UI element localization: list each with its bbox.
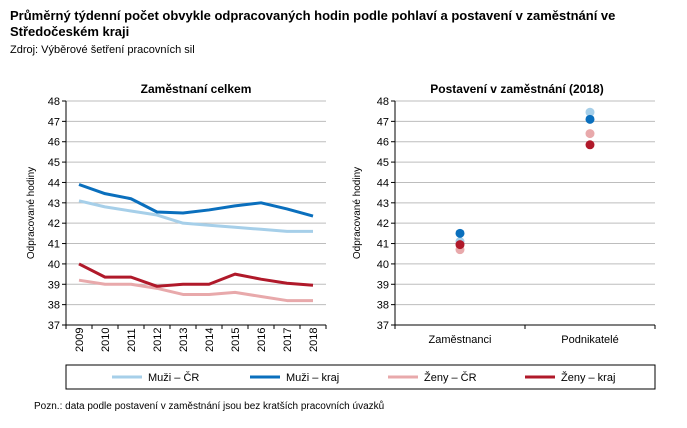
y-tick-label: 39 [48,279,60,291]
y-tick-label: 45 [377,157,389,169]
y-tick-label: 42 [48,218,60,230]
y-tick-label: 40 [377,259,389,271]
scatter-point-Muži – kraj [455,228,465,238]
x-tick-label: 2015 [230,328,242,352]
legend-label: Muži – ČR [148,371,199,384]
y-tick-label: 47 [377,116,389,128]
right-chart-title: Postavení v zaměstnání (2018) [430,82,603,96]
scatter-point-Ženy – kraj [585,140,595,150]
y-tick-label: 37 [377,320,389,332]
charts-svg: Zaměstnaní celkem Postavení v zaměstnání… [26,82,656,390]
scatter-point-Muži – ČR [585,107,595,117]
x-tick-label: 2012 [152,328,164,352]
x-tick-label: Podnikatelé [561,334,619,346]
x-tick-label: 2018 [308,328,320,352]
y-tick-label: 37 [48,320,60,332]
y-tick-label: 48 [48,96,60,108]
series-line-Ženy – ČR [78,278,313,303]
left-y-label: Odpracované hodiny [26,167,37,259]
x-tick-label: 2013 [178,328,190,352]
series-line-Ženy – kraj [78,262,314,288]
y-tick-label: 47 [48,116,60,128]
x-tick-label: 2009 [74,328,86,352]
scatter-point-Muži – kraj [585,114,595,124]
legend-label: Ženy – ČR [424,371,477,384]
source-text: Zdroj: Výběrové šetření pracovních sil [10,44,195,56]
y-tick-label: 38 [377,300,389,312]
right-y-label: Odpracované hodiny [352,167,363,259]
x-tick-label: 2016 [256,328,268,352]
y-tick-label: 46 [377,137,389,149]
legend-box [65,364,656,390]
series-line-Muži – ČR [78,199,313,233]
x-tick-label: 2014 [204,328,216,352]
left-chart-title: Zaměstnaní celkem [141,82,252,96]
y-tick-label: 41 [48,239,60,251]
legend-label: Ženy – kraj [561,371,615,384]
x-tick-label: Zaměstnanci [429,334,492,346]
y-tick-label: 40 [48,259,60,271]
scatter-point-Ženy – kraj [455,240,465,250]
y-tick-label: 44 [48,177,60,189]
legend-label: Muži – kraj [286,372,339,384]
series-line-Muži – kraj [78,183,314,218]
x-tick-label: 2011 [126,328,138,352]
x-tick-label: 2010 [100,328,112,352]
y-tick-label: 41 [377,239,389,251]
figure-title: Průměrný týdenní počet obvykle odpracova… [10,8,616,39]
y-tick-label: 42 [377,218,389,230]
y-tick-label: 46 [48,137,60,149]
y-tick-label: 43 [48,198,60,210]
y-tick-label: 48 [377,96,389,108]
y-tick-label: 43 [377,198,389,210]
y-tick-label: 44 [377,177,389,189]
scatter-point-Ženy – ČR [585,129,595,139]
x-tick-label: 2017 [282,328,294,352]
footnote: Pozn.: data podle postavení v zaměstnání… [34,401,385,412]
y-tick-label: 45 [48,157,60,169]
y-tick-label: 38 [48,300,60,312]
y-tick-label: 39 [377,279,389,291]
